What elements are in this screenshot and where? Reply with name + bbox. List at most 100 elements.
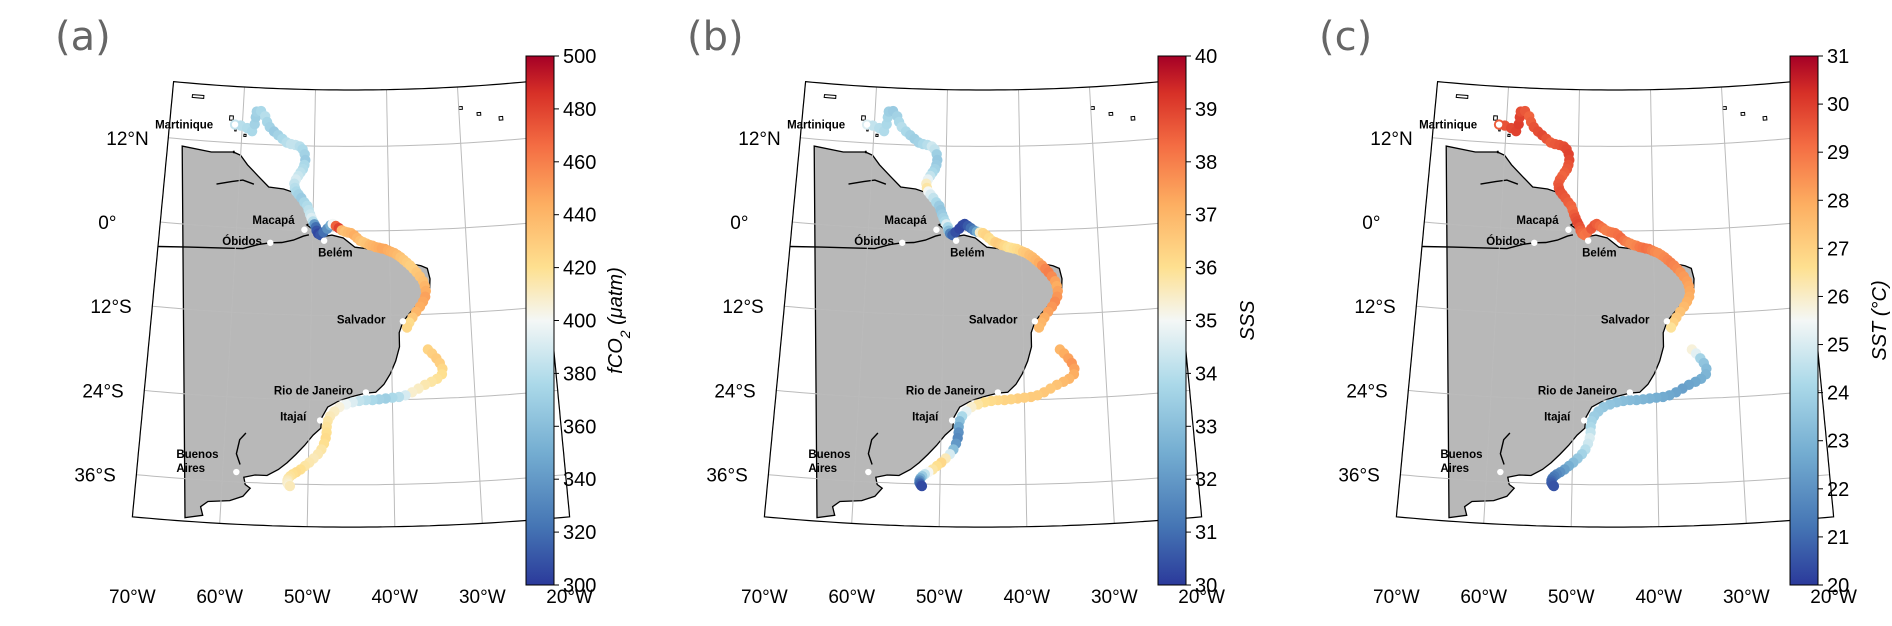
city-label: Itajaí xyxy=(280,411,307,423)
parana-river xyxy=(235,432,247,465)
orinoco-river xyxy=(848,179,887,185)
city-marker xyxy=(231,121,239,128)
colorbar-tick-label: 30 xyxy=(1195,575,1217,597)
island xyxy=(875,133,879,138)
meridian xyxy=(306,89,316,527)
lat-tick-label: 12°S xyxy=(1354,297,1395,318)
island xyxy=(476,111,482,116)
colorbar-tick-label: 25 xyxy=(1827,335,1849,357)
city-marker xyxy=(863,121,871,128)
island xyxy=(823,94,837,99)
meridian xyxy=(1721,86,1747,524)
lat-tick-label: 36°S xyxy=(74,466,115,487)
island xyxy=(1762,115,1768,121)
island xyxy=(1492,115,1498,121)
colorbar: 31 30 29 28 27 26 25 24 23 22 21 20 SST (°C) xyxy=(1789,46,1891,597)
city-label: Aires xyxy=(808,463,837,475)
track-point xyxy=(284,480,296,492)
city-label: Martinique xyxy=(1419,120,1477,132)
colorbar-tick-label: 30 xyxy=(1827,94,1849,116)
island xyxy=(1455,94,1469,99)
city-label: Buenos xyxy=(176,449,218,461)
lat-tick-label: 12°N xyxy=(738,129,780,150)
colorbar-tick-label: 440 xyxy=(563,205,596,227)
city-marker xyxy=(1031,318,1039,325)
city-label: Buenos xyxy=(1440,449,1482,461)
lon-tick-label: 20°W xyxy=(1810,587,1857,608)
colorbar-tick-label: 340 xyxy=(563,469,596,491)
colorbar-tick-label: 300 xyxy=(563,575,596,597)
city-label: Itajaí xyxy=(912,411,939,423)
map-panel-b: (b) Martinique Macapá Óbidos Belém Salvador R… xyxy=(687,14,1259,608)
parallel xyxy=(768,474,1198,486)
city-marker xyxy=(399,318,407,325)
colorbar-tick-label: 500 xyxy=(563,46,596,68)
city-label: Aires xyxy=(176,463,205,475)
panel-letter: (a) xyxy=(55,14,111,60)
track-point xyxy=(1033,322,1045,333)
lon-tick-label: 30°W xyxy=(1091,587,1138,608)
city-label: Belém xyxy=(950,248,985,260)
parallel xyxy=(136,474,566,486)
island xyxy=(232,150,235,154)
map-area: Martinique Macapá Óbidos Belém Salvador Rio d… xyxy=(131,80,571,528)
lat-tick-label: 36°S xyxy=(706,466,747,487)
meridian xyxy=(219,86,245,524)
lat-tick-label: 0° xyxy=(1362,213,1380,234)
lon-tick-label: 50°W xyxy=(916,587,963,608)
city-label: Martinique xyxy=(787,120,845,132)
lat-tick-label: 0° xyxy=(730,213,748,234)
colorbar-tick-label: 40 xyxy=(1195,46,1217,68)
colorbar-tick-label: 26 xyxy=(1827,286,1849,308)
colorbar: 500 480 460 440 420 400 380 360 340 320 300 fCO2 (μ… xyxy=(525,46,633,597)
colorbar-title: SSS xyxy=(1237,300,1259,341)
colorbar-tick-label: 34 xyxy=(1195,363,1217,385)
city-marker xyxy=(994,389,1002,396)
city-marker xyxy=(362,389,370,396)
lon-tick-label: 50°W xyxy=(284,587,331,608)
orinoco-river xyxy=(1480,179,1519,185)
track-point xyxy=(916,480,928,492)
parallel xyxy=(1400,474,1830,486)
city-marker xyxy=(1584,237,1592,244)
colorbar-title: SST (°C) xyxy=(1869,280,1891,360)
city-marker xyxy=(1497,468,1504,476)
city-label: Macapá xyxy=(884,215,927,227)
city-label: Itajaí xyxy=(1544,411,1571,423)
island xyxy=(1130,115,1136,121)
lon-tick-label: 60°W xyxy=(828,587,875,608)
lon-tick-label: 40°W xyxy=(1003,587,1050,608)
colorbar-tick-label: 21 xyxy=(1827,527,1849,549)
panel-letter: (c) xyxy=(1319,14,1372,60)
colorbar-tick-label: 22 xyxy=(1827,479,1849,501)
orinoco-river xyxy=(216,179,255,185)
city-marker xyxy=(301,226,308,233)
colorbar-tick-label: 480 xyxy=(563,99,596,121)
city-label: Aires xyxy=(1440,463,1469,475)
city-label: Óbidos xyxy=(1486,235,1526,248)
colorbar-gradient xyxy=(525,55,555,586)
city-marker xyxy=(1531,239,1538,246)
lon-tick-label: 40°W xyxy=(371,587,418,608)
meridian xyxy=(386,89,396,527)
city-marker xyxy=(1580,417,1588,424)
colorbar-tick-label: 37 xyxy=(1195,205,1217,227)
parana-river xyxy=(867,432,879,465)
parallel xyxy=(1416,305,1814,317)
lon-tick-label: 60°W xyxy=(1460,587,1507,608)
meridian xyxy=(1018,89,1028,527)
city-label: Rio de Janeiro xyxy=(1538,385,1617,397)
lon-tick-label: 70°W xyxy=(1373,587,1420,608)
city-marker xyxy=(952,237,960,244)
city-marker xyxy=(1663,318,1671,325)
lat-tick-label: 12°S xyxy=(722,297,763,318)
colorbar-tick-label: 39 xyxy=(1195,99,1217,121)
lat-tick-label: 36°S xyxy=(1338,466,1379,487)
colorbar-tick-label: 33 xyxy=(1195,416,1217,438)
colorbar-tick-label: 420 xyxy=(563,258,596,280)
city-label: Óbidos xyxy=(854,235,894,248)
city-marker xyxy=(320,237,328,244)
track-point xyxy=(1548,480,1560,492)
colorbar-tick-label: 29 xyxy=(1827,142,1849,164)
